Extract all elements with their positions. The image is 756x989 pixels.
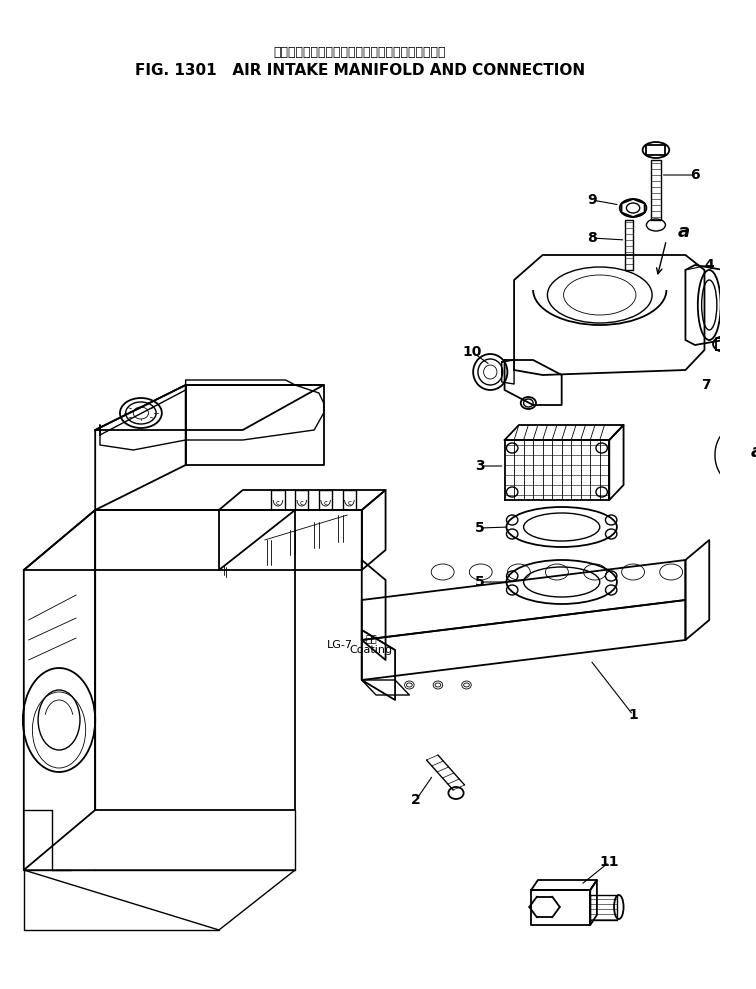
Text: a: a: [677, 223, 689, 241]
Text: LG-7: LG-7: [327, 640, 353, 650]
Text: Coating: Coating: [350, 645, 393, 655]
Text: FIG. 1301   AIR INTAKE MANIFOLD AND CONNECTION: FIG. 1301 AIR INTAKE MANIFOLD AND CONNEC…: [135, 62, 585, 77]
Text: 3: 3: [475, 459, 485, 473]
Text: c: c: [300, 500, 304, 506]
Text: a: a: [751, 443, 756, 461]
Text: c: c: [276, 500, 280, 506]
Text: c: c: [324, 500, 327, 506]
Text: 1: 1: [628, 708, 638, 722]
Text: 8: 8: [587, 231, 597, 245]
Text: 9: 9: [587, 193, 597, 207]
Text: 塗布: 塗布: [365, 633, 377, 643]
Text: c: c: [348, 500, 352, 506]
Text: 7: 7: [702, 378, 711, 392]
Text: 10: 10: [463, 345, 482, 359]
Text: 4: 4: [705, 258, 714, 272]
Text: 2: 2: [411, 793, 421, 807]
Text: 5: 5: [475, 575, 485, 589]
Text: エアーインテークマニホールドおよびコネクション: エアーインテークマニホールドおよびコネクション: [274, 45, 446, 58]
Text: 5: 5: [475, 521, 485, 535]
Text: 6: 6: [690, 168, 700, 182]
Text: 11: 11: [600, 855, 619, 869]
